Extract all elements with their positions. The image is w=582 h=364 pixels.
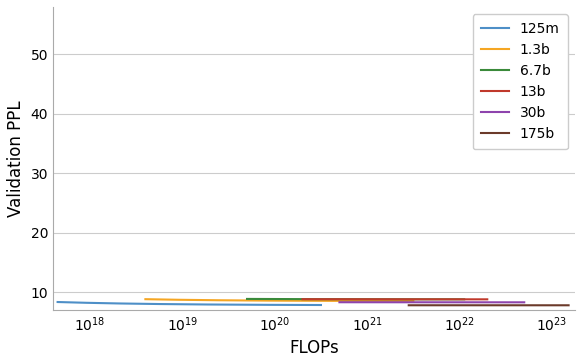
30b xyxy=(396,300,403,304)
X-axis label: FLOPs: FLOPs xyxy=(289,339,339,357)
125m xyxy=(246,302,253,307)
13b xyxy=(432,297,439,301)
13b xyxy=(415,297,422,301)
175b xyxy=(469,303,475,308)
6.7b xyxy=(243,297,250,301)
6.7b xyxy=(329,297,336,301)
1.3b xyxy=(248,298,255,303)
30b xyxy=(358,300,365,304)
30b xyxy=(521,300,528,305)
13b xyxy=(372,297,379,301)
1.3b xyxy=(142,297,149,301)
13b xyxy=(484,297,491,301)
6.7b xyxy=(402,297,409,301)
13b xyxy=(359,297,366,301)
175b xyxy=(565,303,572,308)
125m xyxy=(140,302,147,306)
Legend: 125m, 1.3b, 6.7b, 13b, 30b, 175b: 125m, 1.3b, 6.7b, 13b, 30b, 175b xyxy=(473,14,568,149)
1.3b xyxy=(229,298,236,302)
6.7b xyxy=(314,297,321,301)
30b xyxy=(336,300,343,304)
1.3b xyxy=(310,298,317,303)
6.7b xyxy=(380,297,387,301)
Line: 125m: 125m xyxy=(58,302,321,305)
125m xyxy=(86,301,93,305)
125m xyxy=(317,303,324,307)
13b xyxy=(433,297,440,301)
175b xyxy=(457,303,464,308)
30b xyxy=(470,300,477,305)
Y-axis label: Validation PPL: Validation PPL xyxy=(7,100,25,217)
175b xyxy=(506,303,513,308)
30b xyxy=(452,300,459,304)
6.7b xyxy=(461,297,468,301)
125m xyxy=(158,302,165,306)
175b xyxy=(405,303,412,308)
1.3b xyxy=(335,299,342,303)
30b xyxy=(469,300,476,305)
1.3b xyxy=(410,299,417,303)
125m xyxy=(244,302,251,307)
Line: 1.3b: 1.3b xyxy=(146,299,413,301)
6.7b xyxy=(269,297,276,301)
13b xyxy=(321,297,328,301)
1.3b xyxy=(336,299,343,303)
175b xyxy=(521,303,528,308)
125m xyxy=(220,302,227,307)
6.7b xyxy=(400,297,407,301)
30b xyxy=(409,300,416,304)
13b xyxy=(299,297,306,301)
175b xyxy=(424,303,431,308)
125m xyxy=(54,300,61,304)
175b xyxy=(521,303,528,308)
1.3b xyxy=(174,298,181,302)
